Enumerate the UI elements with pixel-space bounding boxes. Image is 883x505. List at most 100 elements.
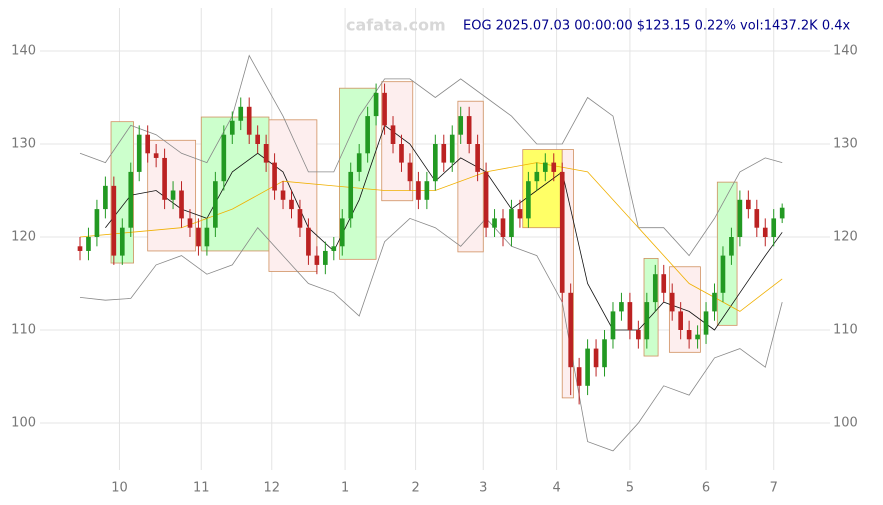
candle-body (526, 181, 531, 219)
candle-body (103, 185, 108, 210)
x-tick-label: 3 (479, 481, 487, 496)
y-tick-label: 140 (11, 44, 36, 59)
candle-body (602, 339, 607, 368)
candle-body (593, 348, 599, 368)
candle-body (712, 292, 717, 312)
x-tick-label: 4 (552, 481, 560, 496)
indicator-line (105, 124, 783, 331)
y-tick-label: 110 (11, 323, 36, 338)
candle-body (179, 190, 184, 219)
y-tick-label: 120 (11, 230, 36, 245)
candle-body (500, 218, 506, 237)
zone-box (668, 266, 701, 353)
indicator-line (79, 54, 783, 257)
x-tick-label: 6 (702, 481, 710, 496)
y-tick-label: 100 (11, 416, 36, 431)
x-tick-label: 12 (263, 481, 280, 496)
candle-body (280, 190, 286, 200)
candle-body (263, 144, 269, 163)
candle-body (458, 116, 464, 135)
candle-body (619, 302, 624, 312)
candle-body (348, 171, 354, 219)
x-tick-label: 1 (341, 481, 349, 496)
y-tick-label-right: 110 (833, 323, 858, 338)
candle-body (695, 334, 700, 340)
candle-body (196, 227, 201, 247)
candle-body (238, 106, 244, 121)
candle-body (314, 255, 320, 265)
candle-body (771, 218, 777, 237)
candle-body (221, 134, 227, 182)
candle-body (441, 144, 447, 163)
x-tick-label: 10 (111, 481, 128, 496)
candle-body (627, 302, 633, 330)
candle-body (585, 348, 590, 386)
candle-body (754, 209, 760, 228)
candle-body (187, 218, 193, 228)
candle-body (306, 227, 311, 256)
candle-body (204, 227, 210, 247)
candle-body (483, 171, 489, 228)
candle-body (636, 330, 641, 340)
candle-body (534, 171, 540, 182)
candle-body (272, 162, 277, 191)
candle-body (542, 162, 548, 172)
candle-body (416, 181, 421, 200)
candle-body (94, 209, 100, 237)
candle-body (432, 144, 438, 182)
candle-body (678, 311, 683, 330)
candle-body (424, 181, 430, 200)
candle-body (466, 116, 472, 144)
candle-body (661, 274, 667, 293)
candle-body (652, 274, 658, 303)
y-tick-label: 130 (11, 137, 36, 152)
candle-body (551, 162, 557, 172)
candle-body (475, 144, 480, 172)
candle-body (720, 255, 726, 293)
y-tick-label-right: 130 (833, 137, 858, 152)
x-tick-label: 7 (770, 481, 778, 496)
candle-body (331, 246, 337, 251)
candle-body (779, 207, 785, 219)
candle-body (246, 106, 252, 135)
candle-body (449, 134, 455, 163)
candle-body (399, 144, 404, 163)
zone-box (339, 87, 377, 260)
candle-body (762, 227, 768, 237)
candle-body (323, 250, 328, 265)
candle-body (356, 153, 362, 172)
candle-body (576, 367, 582, 386)
indicator-line (79, 217, 783, 452)
zone-box (716, 181, 738, 326)
candle-body (213, 181, 218, 228)
candle-body (644, 302, 650, 340)
candle-body (737, 199, 743, 237)
candle-body (382, 92, 387, 126)
candle-body (297, 209, 303, 228)
candle-body (365, 116, 370, 154)
candle-body (229, 120, 235, 135)
candle-body (128, 171, 134, 228)
candle-body (289, 199, 294, 210)
candle-body (86, 237, 91, 251)
watermark: cafata.com (346, 16, 446, 35)
x-tick-label: 2 (411, 481, 419, 496)
chart-title: EOG 2025.07.03 00:00:00 $123.15 0.22% vo… (463, 19, 851, 34)
y-tick-label-right: 120 (833, 230, 858, 245)
candle-body (136, 134, 142, 172)
candle-body (729, 237, 734, 256)
candle-body (703, 311, 709, 335)
x-tick-label: 5 (626, 481, 634, 496)
candle-body (509, 209, 514, 237)
y-tick-label-right: 100 (833, 416, 858, 431)
candle-body (373, 92, 379, 117)
candle-body (255, 134, 260, 144)
zone-box (381, 81, 414, 202)
candle-body (492, 218, 497, 228)
candle-body (669, 292, 675, 312)
candle-body (153, 153, 159, 158)
candle-body (746, 199, 751, 210)
candle-body (145, 134, 151, 154)
candle-body (390, 125, 396, 144)
